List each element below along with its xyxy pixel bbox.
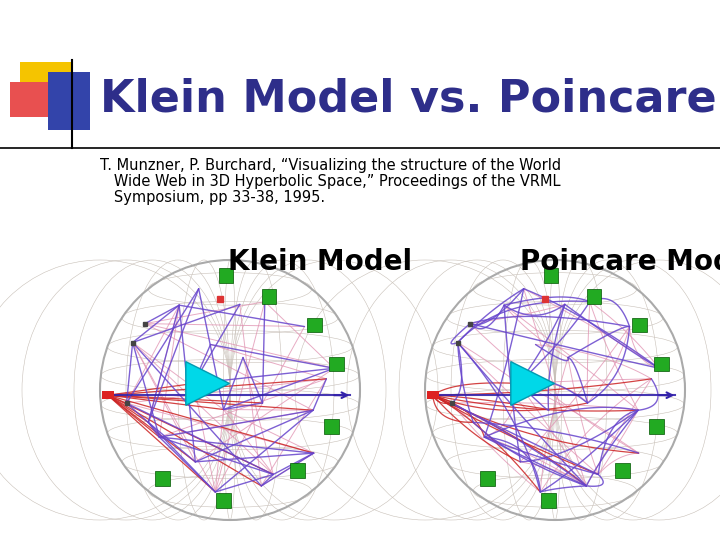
Bar	[290, 463, 305, 478]
Bar	[102, 391, 114, 399]
Text: Klein Model: Klein Model	[228, 248, 412, 276]
Bar	[587, 289, 601, 303]
Bar	[427, 391, 438, 399]
Bar	[654, 357, 669, 371]
Text: Klein Model vs. Poincare Model: Klein Model vs. Poincare Model	[100, 77, 720, 120]
Bar	[262, 289, 276, 303]
Bar	[544, 268, 558, 283]
Bar	[219, 268, 233, 283]
Bar	[330, 357, 343, 371]
Text: Poincare Model: Poincare Model	[520, 248, 720, 276]
Circle shape	[425, 260, 685, 520]
Bar	[632, 318, 647, 332]
Bar	[649, 419, 664, 434]
Text: T. Munzner, P. Burchard, “Visualizing the structure of the World: T. Munzner, P. Burchard, “Visualizing th…	[100, 158, 561, 173]
Bar	[216, 494, 230, 508]
Bar	[307, 318, 322, 332]
Bar	[324, 419, 338, 434]
Bar	[48, 72, 90, 130]
Bar	[156, 471, 169, 485]
Bar	[480, 471, 495, 485]
Bar	[20, 62, 72, 114]
Bar	[10, 82, 58, 117]
Circle shape	[100, 260, 360, 520]
Polygon shape	[510, 362, 554, 406]
Bar	[616, 463, 630, 478]
Polygon shape	[186, 362, 230, 406]
Bar	[541, 494, 556, 508]
Text: Symposium, pp 33-38, 1995.: Symposium, pp 33-38, 1995.	[100, 190, 325, 205]
Text: Wide Web in 3D Hyperbolic Space,” Proceedings of the VRML: Wide Web in 3D Hyperbolic Space,” Procee…	[100, 174, 560, 189]
